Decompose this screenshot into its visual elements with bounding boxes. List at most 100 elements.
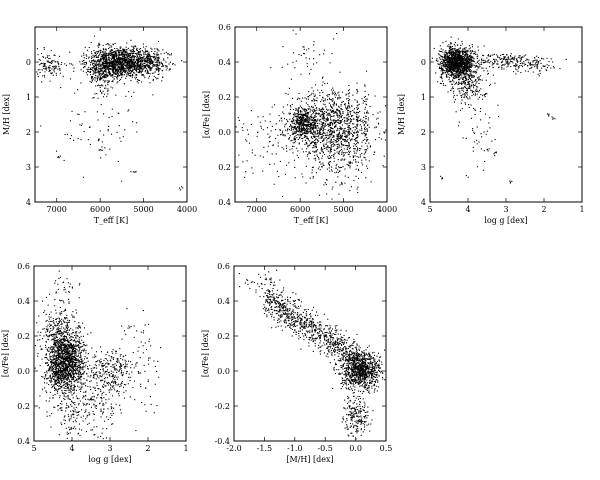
data-point [450,60,452,62]
data-point [459,63,461,65]
data-point [454,45,456,47]
data-point [310,68,312,70]
data-point [120,63,122,65]
data-point [339,135,341,137]
data-point [153,75,155,77]
data-point [100,104,102,106]
data-point [98,66,100,68]
data-point [321,77,323,79]
data-point [330,116,332,118]
data-point [348,137,350,139]
data-point [314,130,316,132]
data-point [82,176,84,178]
data-point [135,68,137,70]
data-point [350,139,352,141]
data-point [355,112,357,114]
data-point [466,67,468,69]
data-point [328,141,330,143]
data-point [119,68,121,70]
data-point [314,151,316,153]
data-point [271,153,273,155]
data-point [295,128,297,130]
data-point [147,65,149,67]
data-point [457,76,459,78]
data-point [324,98,326,100]
data-point [138,51,140,53]
y-axis-label: M/H [dex] [2,94,11,135]
data-point [112,54,114,56]
data-point [150,70,152,72]
data-point [99,69,101,71]
data-point [301,128,303,130]
data-point [131,67,133,69]
data-point [96,61,98,63]
data-point [102,96,104,98]
data-point [339,134,341,136]
data-point [311,92,313,94]
data-point [338,122,340,124]
data-point [323,120,325,122]
data-point [269,113,271,115]
data-point [102,76,104,78]
data-point [165,69,167,71]
y-tick-label: 1 [26,93,31,102]
data-point [89,81,91,83]
data-point [81,123,83,125]
data-point [335,140,337,142]
data-point [156,48,158,50]
data-point [69,120,71,122]
data-point [314,126,316,128]
data-point [333,145,335,147]
data-point [267,133,269,135]
data-point [454,42,456,44]
data-point [311,128,313,130]
data-point [116,50,118,52]
data-point [311,119,313,121]
data-point [366,112,368,114]
data-point [121,66,123,68]
data-point [148,72,150,74]
data-point [352,115,354,117]
data-point [278,176,280,178]
data-point [307,112,309,114]
data-point [323,184,325,186]
data-point [318,127,320,129]
data-point [295,128,297,130]
data-point [334,125,336,127]
data-point [146,60,148,62]
data-point [91,80,93,82]
data-point [321,150,323,152]
data-point [114,64,116,66]
data-point [452,77,454,79]
data-point [259,155,261,157]
data-point [94,70,96,72]
data-point [367,138,369,140]
data-point [150,59,152,61]
data-point [339,149,341,151]
data-point [362,164,364,166]
data-point [345,130,347,132]
data-point [447,58,449,60]
data-point [113,59,115,61]
data-point [37,73,39,75]
data-point [446,62,448,64]
x-tick-label: 6000 [290,205,310,214]
data-point [305,115,307,117]
data-point [466,63,468,65]
data-point [290,108,292,110]
data-point [139,50,141,52]
data-point [57,68,59,70]
data-point [323,116,325,118]
data-point [279,120,281,122]
data-point [136,63,138,65]
data-point [127,64,129,66]
data-point [308,105,310,107]
data-point [453,58,455,60]
data-point [334,126,336,128]
data-point [447,73,449,75]
data-point [348,84,350,86]
data-point [111,133,113,135]
data-point [317,118,319,120]
data-point [107,89,109,91]
data-point [113,68,115,70]
